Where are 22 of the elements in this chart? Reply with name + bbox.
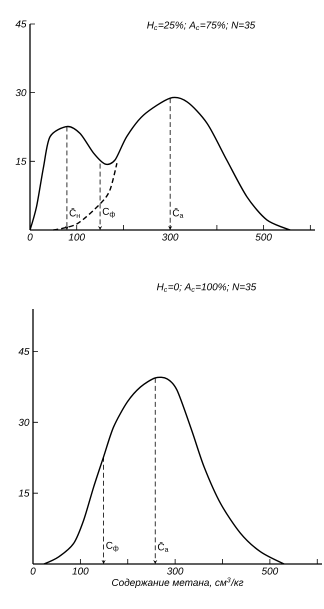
chart-title: H$_{c}$=25%; A$_{c}$=75%; N=35: [147, 22, 256, 30]
annotation: C̄$_{a}$: [158, 542, 168, 552]
y-tick-label: 45: [18, 348, 30, 355]
y-tick-label: 30: [18, 418, 30, 426]
annotation: C̄$_{a}$: [172, 208, 184, 218]
annotation: C$_{ф}$: [102, 208, 115, 218]
x-tick-label: 100: [68, 234, 85, 241]
x-axis-title: Содержание метана, см$^{3}$/кг: [112, 577, 244, 588]
x-tick-label: 0: [30, 568, 36, 575]
x-tick-label: 500: [256, 234, 272, 241]
x-tick-label: 300: [167, 568, 184, 575]
x-tick-label: 500: [262, 568, 278, 575]
annotation: C̄$_{н}$: [70, 208, 80, 218]
annotation: C$_{ф}$: [106, 542, 118, 552]
x-tick-label: 300: [162, 234, 178, 241]
y-tick-label: 15: [16, 158, 26, 165]
y-tick-label: 45: [15, 20, 26, 28]
y-tick-label: 15: [18, 490, 30, 497]
y-tick-label: 30: [16, 89, 26, 96]
x-tick-label: 100: [72, 568, 89, 575]
x-tick-label: 0: [28, 234, 33, 241]
chart-title: H$_{c}$=0; A$_{c}$=100%; N=35: [156, 283, 256, 292]
